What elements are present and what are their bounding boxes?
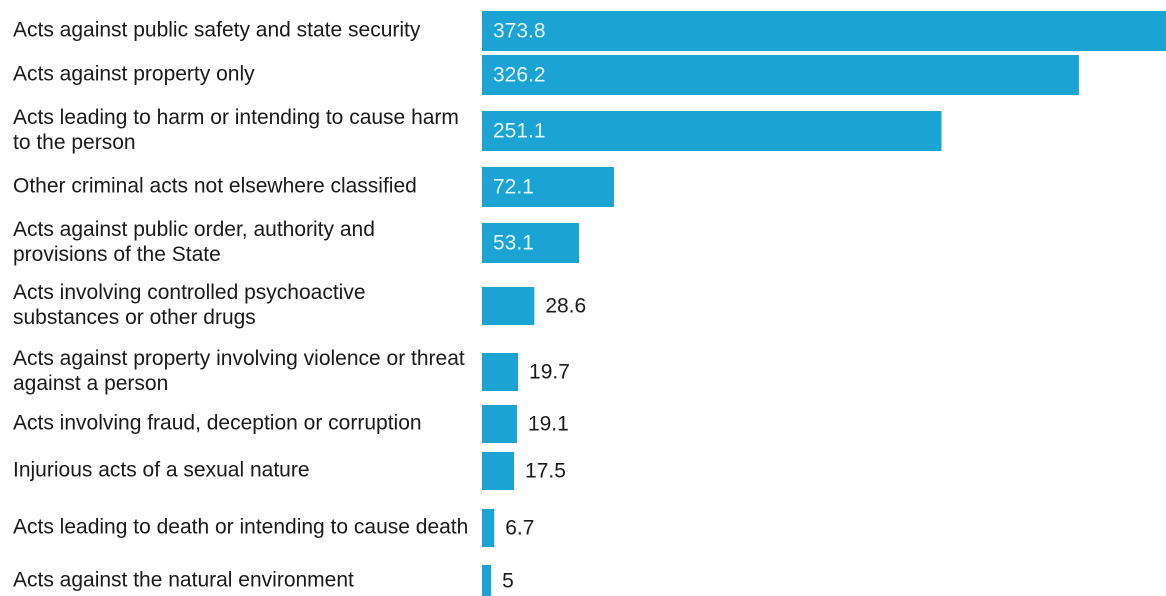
- bar: [482, 509, 495, 547]
- bar: [482, 287, 535, 325]
- value-label: 6.7: [505, 517, 534, 540]
- bar: [482, 167, 614, 207]
- category-label: Acts against property involving violence…: [13, 347, 465, 395]
- category-label: Acts against property only: [13, 63, 255, 86]
- value-label: 28.6: [545, 295, 586, 318]
- bar: [482, 223, 580, 263]
- value-label: 251.1: [493, 120, 546, 143]
- bar: [482, 565, 492, 596]
- value-label: 19.7: [529, 361, 570, 384]
- value-label: 53.1: [493, 232, 534, 255]
- category-label: Injurious acts of a sexual nature: [13, 459, 310, 482]
- bar: [482, 55, 1079, 95]
- bar: [482, 353, 519, 391]
- value-label: 326.2: [493, 64, 546, 87]
- value-label: 5: [502, 570, 514, 593]
- category-label: Acts against the natural environment: [13, 569, 354, 592]
- bar: [482, 452, 515, 490]
- category-label: Acts against public order, authority and…: [13, 218, 375, 266]
- value-label: 17.5: [525, 460, 566, 483]
- bar: [482, 111, 942, 151]
- category-label: Acts leading to harm or intending to cau…: [13, 106, 459, 154]
- category-label: Other criminal acts not elsewhere classi…: [13, 175, 417, 198]
- category-label: Acts involving fraud, deception or corru…: [13, 412, 422, 435]
- bar: [482, 405, 517, 443]
- value-label: 373.8: [493, 20, 546, 43]
- value-label: 19.1: [528, 413, 569, 436]
- category-label: Acts leading to death or intending to ca…: [13, 516, 468, 539]
- category-label: Acts involving controlled psychoactive su…: [13, 281, 366, 329]
- category-label: Acts against public safety and state sec…: [13, 19, 421, 42]
- bar: [482, 11, 1166, 51]
- value-label: 72.1: [493, 176, 534, 199]
